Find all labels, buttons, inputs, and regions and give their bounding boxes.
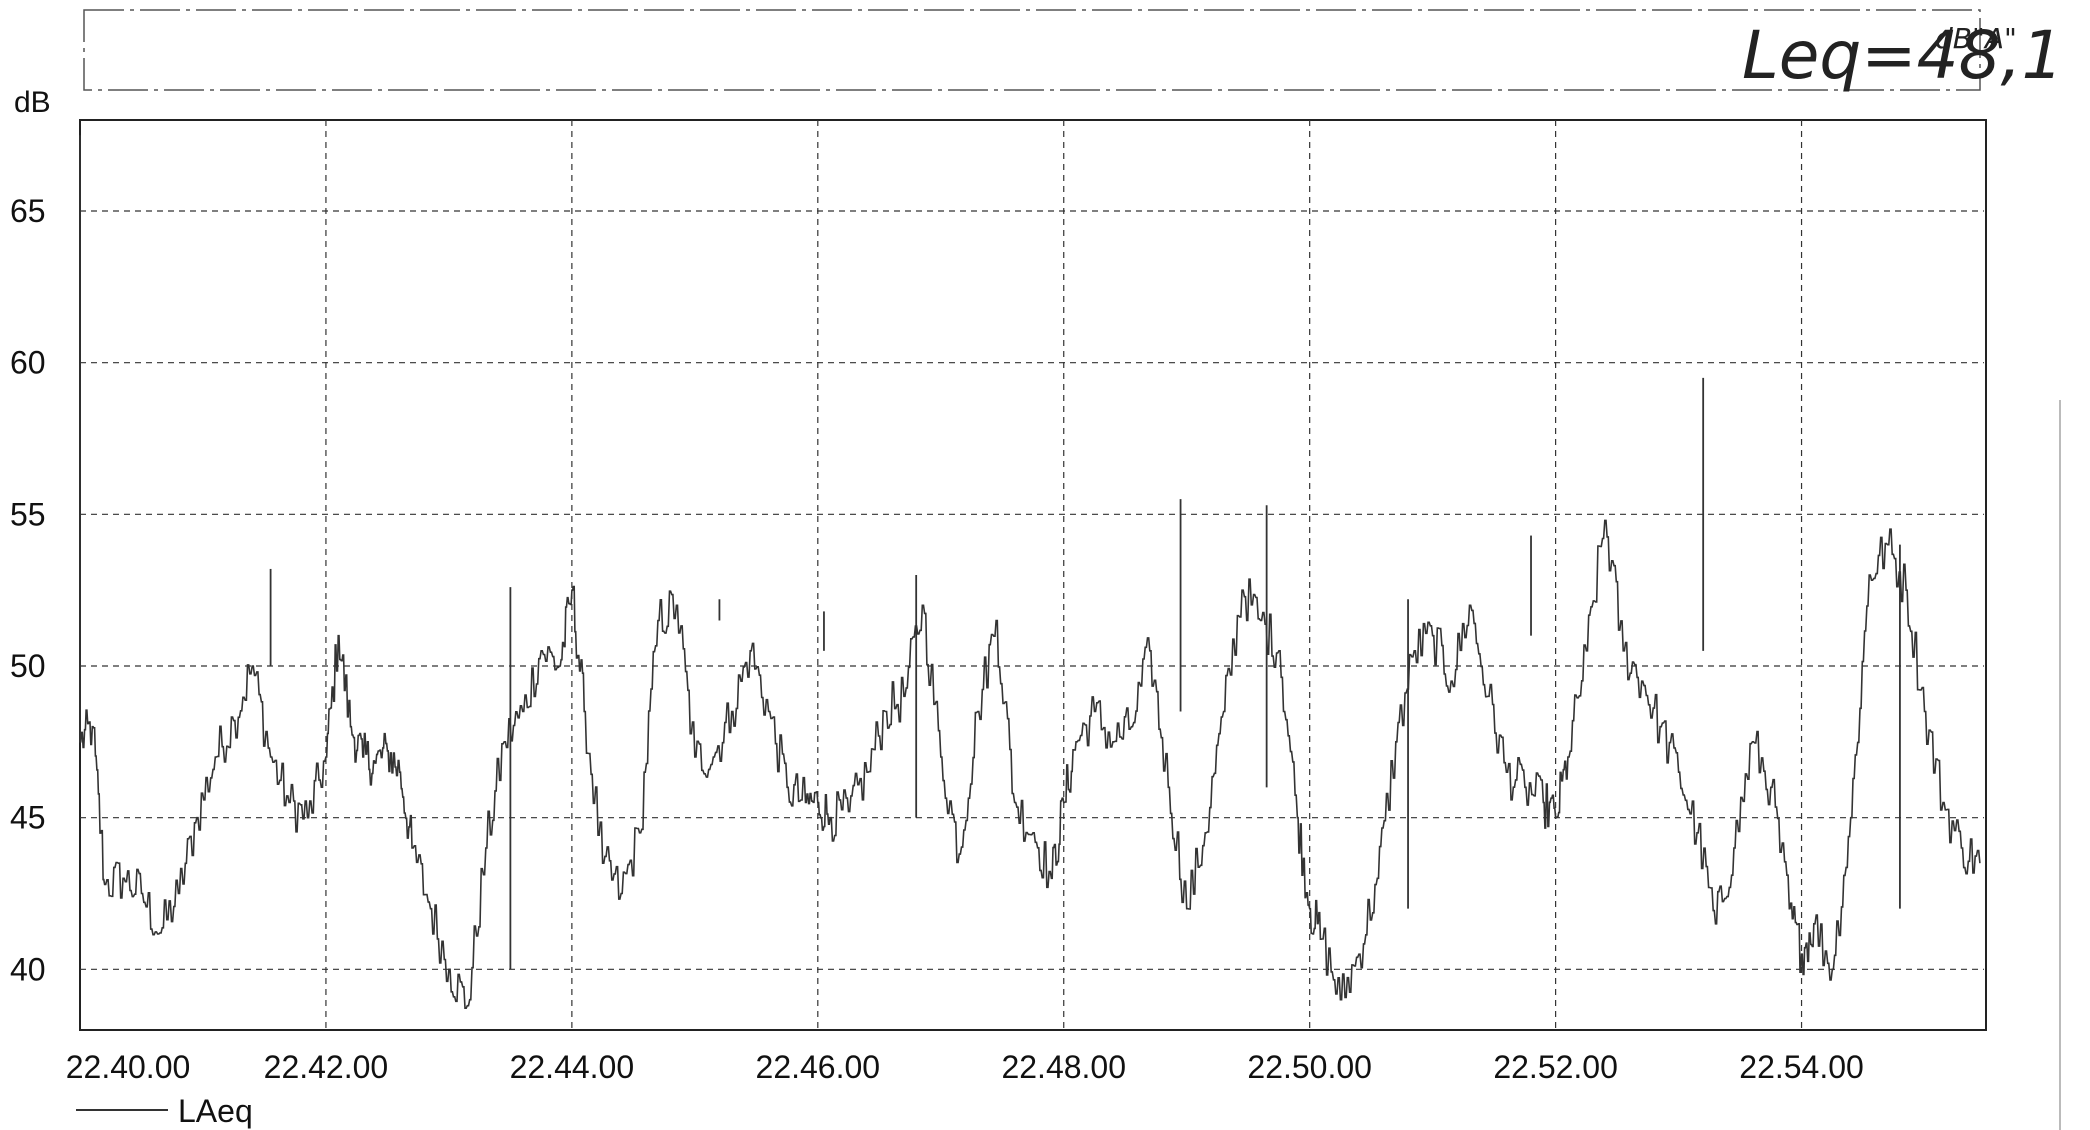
x-tick-label-7: 22.54.00 bbox=[1739, 1049, 1864, 1085]
tick-labels: 40 45 50 55 60 65 22.40.00 22.42.00 22.44.00 22.4… bbox=[10, 193, 1864, 1085]
header-frame bbox=[83, 9, 1981, 91]
y-tick-label-60: 60 bbox=[10, 345, 46, 381]
x-tick-label-1: 22.42.00 bbox=[264, 1049, 389, 1085]
x-tick-label-4: 22.48.00 bbox=[1001, 1049, 1126, 1085]
y-tick-label-45: 45 bbox=[10, 800, 46, 836]
x-tick-label-0: 22.40.00 bbox=[66, 1049, 191, 1085]
leq-annotation: Leq=48,1 bbox=[1742, 17, 2064, 94]
y-tick-label-65: 65 bbox=[10, 193, 46, 229]
legend-label-laeq: LAeq bbox=[178, 1093, 253, 1129]
plot-frame bbox=[79, 119, 1987, 1031]
series-line-laeq bbox=[79, 135, 1981, 1009]
x-tick-label-6: 22.52.00 bbox=[1493, 1049, 1618, 1085]
legend: LAeq bbox=[76, 1093, 253, 1129]
x-tick-label-3: 22.46.00 bbox=[756, 1049, 881, 1085]
grid-layer bbox=[80, 120, 1984, 1030]
y-tick-label-55: 55 bbox=[10, 496, 46, 532]
y-tick-label-40: 40 bbox=[10, 951, 46, 987]
y-axis-unit: dB bbox=[14, 86, 51, 119]
y-tick-label-50: 50 bbox=[10, 648, 46, 684]
x-tick-label-2: 22.44.00 bbox=[510, 1049, 635, 1085]
leq-annotation-unit: dB"A" bbox=[1935, 22, 2017, 55]
series-layer bbox=[79, 135, 1981, 1009]
x-tick-label-5: 22.50.00 bbox=[1247, 1049, 1372, 1085]
